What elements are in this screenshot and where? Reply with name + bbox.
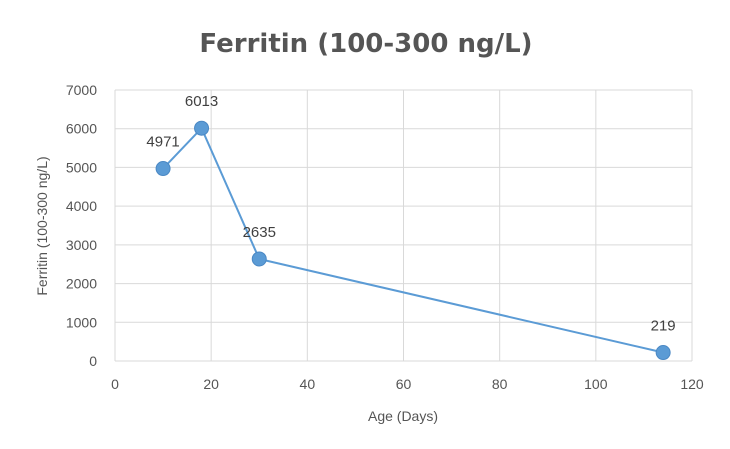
series-line-0 <box>162 126 664 354</box>
x-axis-title: Age (Days) <box>368 408 438 424</box>
grid <box>114 89 693 362</box>
x-tick-label-1: 20 <box>203 376 219 392</box>
series <box>155 120 671 361</box>
x-tick-label-5: 100 <box>584 376 608 392</box>
y-tick-label-6: 6000 <box>66 121 97 137</box>
data-point-1 <box>194 120 210 136</box>
y-axis-ticks: 0 1000 2000 3000 4000 5000 6000 7000 <box>66 82 97 369</box>
x-tick-label-2: 40 <box>300 376 316 392</box>
data-point-3 <box>655 345 671 361</box>
x-tick-label-3: 60 <box>396 376 412 392</box>
y-axis-title: Ferritin (100-300 ng/L) <box>34 156 50 295</box>
data-labels: 4971 6013 2635 219 <box>146 93 675 334</box>
x-tick-label-0: 0 <box>111 376 119 392</box>
chart-title: Ferritin (100-300 ng/L) <box>199 29 532 59</box>
y-tick-label-4: 4000 <box>66 198 97 214</box>
data-point-2 <box>251 251 267 267</box>
y-tick-label-5: 5000 <box>66 159 97 175</box>
y-tick-label-0: 0 <box>89 353 97 369</box>
x-tick-label-6: 120 <box>680 376 704 392</box>
x-axis-ticks: 0 20 40 60 80 100 120 <box>111 376 704 392</box>
data-label-3: 219 <box>651 318 676 335</box>
data-label-1: 6013 <box>185 93 218 110</box>
x-tick-label-4: 80 <box>492 376 508 392</box>
data-label-0: 4971 <box>146 134 179 151</box>
y-tick-label-3: 3000 <box>66 237 97 253</box>
y-tick-label-7: 7000 <box>66 82 97 98</box>
y-tick-label-2: 2000 <box>66 276 97 292</box>
data-point-0 <box>155 161 171 177</box>
data-label-2: 2635 <box>243 224 276 241</box>
y-tick-label-1: 1000 <box>66 314 97 330</box>
